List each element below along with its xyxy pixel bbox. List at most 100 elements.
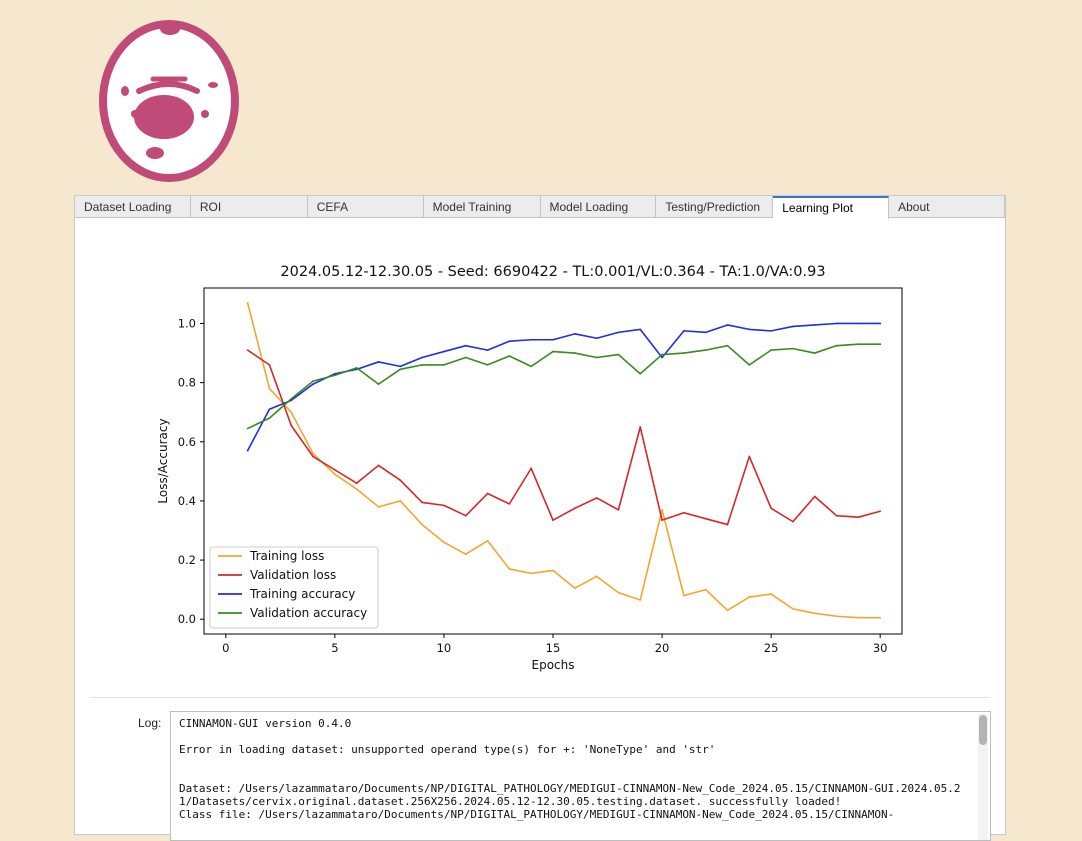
data-point [355,482,358,485]
tab-learning-plot[interactable]: Learning Plot [773,196,890,219]
tab-roi[interactable]: ROI [191,196,308,218]
divider [90,697,990,698]
data-point [443,541,445,544]
log-line: Class file: /Users/lazammataro/Documents… [179,808,895,821]
data-point [312,383,314,386]
data-point [246,349,249,352]
data-point [879,343,882,346]
data-point [508,502,511,505]
data-point [246,301,249,304]
legend-label: Validation accuracy [250,606,367,620]
data-point [443,504,445,507]
log-textarea[interactable]: CINNAMON-GUI version 0.4.0 Error in load… [170,711,991,841]
data-point [464,344,467,347]
data-point [530,365,533,368]
chart-title: 2024.05.12-12.30.05 - Seed: 6690422 - TL… [280,264,825,280]
main-panel: Dataset Loading ROI CEFA Model Training Mode… [74,195,1006,841]
series-line-validation-accuracy [247,343,881,430]
data-point [595,337,598,340]
x-axis-label: Epochs [532,658,575,672]
data-point [595,575,598,578]
data-point [421,501,424,504]
data-point [355,366,358,369]
data-point [486,539,489,542]
data-point [333,372,336,375]
data-point [399,365,402,368]
tab-testing-prediction[interactable]: Testing/Prediction [656,196,774,218]
data-point [617,353,620,356]
data-point [508,355,511,357]
data-point [857,616,860,619]
data-point [312,455,314,458]
legend-label: Validation loss [250,568,336,582]
tab-dataset-loading[interactable]: Dataset Loading [75,196,191,218]
data-point [268,363,271,366]
data-point [290,397,293,400]
data-point [879,616,882,619]
data-point [508,568,511,570]
data-point [552,338,554,341]
tab-model-loading[interactable]: Model Loading [541,196,657,218]
data-point [704,349,707,352]
data-point [661,356,663,359]
data-point [399,500,402,502]
y-tick-label: 0.6 [178,435,196,449]
data-point [595,356,598,359]
data-point [661,519,663,522]
data-point [813,612,816,615]
data-point [508,340,511,343]
data-point [399,368,402,371]
data-point [573,507,576,510]
data-point [355,488,358,490]
log-scrollbar-thumb[interactable] [979,715,987,745]
tab-model-training[interactable]: Model Training [424,196,541,218]
y-tick-label: 0.8 [178,376,196,390]
data-point [813,495,816,498]
x-tick-label: 10 [437,641,452,655]
data-point [530,467,533,470]
data-point [617,331,620,334]
app-logo [97,19,241,183]
data-point [486,492,489,495]
data-point [661,508,663,511]
data-point [879,510,882,513]
log-label: Log: [138,716,162,730]
data-point [792,520,794,523]
log-scrollbar[interactable] [978,714,988,840]
data-point [421,356,424,359]
data-point [835,344,838,347]
data-point [682,511,685,514]
y-tick-label: 1.0 [178,316,196,330]
data-point [792,347,794,350]
data-point [312,452,314,455]
data-point [748,328,751,331]
data-point [268,408,271,411]
series-line-validation-loss [247,349,881,526]
x-tick-label: 20 [655,641,670,655]
data-point [333,468,336,471]
x-tick-label: 25 [764,641,779,655]
data-point [704,588,707,591]
data-point [312,380,314,383]
x-tick-label: 15 [546,641,561,655]
data-point [682,594,685,597]
legend-label: Training accuracy [249,587,355,601]
data-point [835,615,838,618]
log-line [179,769,970,782]
data-point [617,508,620,511]
data-point [639,328,642,331]
data-point [333,473,336,476]
data-point [443,350,445,353]
data-point [530,572,533,575]
data-point [377,361,380,363]
data-point [813,324,816,326]
data-point [573,352,576,354]
tab-bar: Dataset Loading ROI CEFA Model Training Mode… [75,196,1005,219]
tab-about[interactable]: About [889,196,1005,218]
data-point [421,523,424,526]
data-point [290,424,293,427]
data-point [748,363,751,366]
tab-cefa[interactable]: CEFA [308,196,424,218]
data-point [399,479,402,482]
legend-box [209,546,379,629]
